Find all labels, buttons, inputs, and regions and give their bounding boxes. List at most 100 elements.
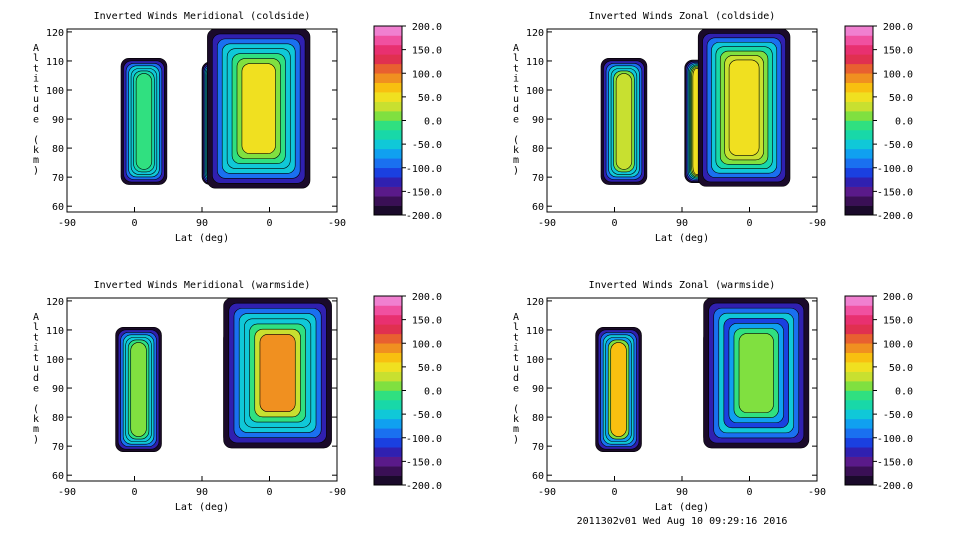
colorbar-swatch — [845, 111, 873, 121]
y-tick-label: 90 — [52, 115, 64, 126]
y-tick-label: 110 — [526, 57, 544, 68]
y-tick-label: 60 — [52, 471, 64, 482]
colorbar-swatch — [845, 92, 873, 102]
colorbar-tick-label: -200.0 — [877, 211, 913, 222]
y-tick-label: 80 — [532, 144, 544, 155]
colorbar-swatch — [845, 129, 873, 140]
x-tick-label: 0 — [131, 218, 137, 229]
colorbar-tick-label: 100.0 — [412, 69, 442, 80]
y-tick-label: 60 — [532, 471, 544, 482]
colorbar-swatch — [374, 390, 402, 401]
chart-panel: Inverted Winds Meridional (coldside) 60 70… — [33, 11, 442, 244]
colorbar-swatch — [374, 437, 402, 448]
colorbar-swatch — [374, 139, 402, 150]
colorbar-swatch — [374, 26, 402, 36]
colorbar-swatch — [374, 148, 402, 159]
x-axis-label: Lat (deg) — [655, 502, 709, 513]
colorbar-tick-label: 150.0 — [883, 316, 913, 327]
colorbar-swatch — [845, 343, 873, 353]
colorbar-swatch — [845, 466, 873, 476]
x-tick-label: 90 — [196, 487, 208, 498]
colorbar-tick-label: 100.0 — [883, 69, 913, 80]
colorbar-tick-label: 0.0 — [424, 117, 442, 128]
colorbar-swatch — [374, 120, 402, 131]
contour-region — [130, 342, 147, 437]
y-tick-label: 60 — [52, 202, 64, 213]
y-tick-label: 100 — [526, 86, 544, 97]
colorbar-swatch — [845, 63, 873, 74]
y-tick-label: 100 — [46, 86, 64, 97]
colorbar-swatch — [374, 399, 402, 410]
colorbar-tick-label: 150.0 — [883, 46, 913, 57]
x-tick-label: -90 — [538, 487, 556, 498]
x-tick-label: -90 — [58, 218, 76, 229]
contour-region — [135, 73, 153, 170]
colorbar-swatch — [374, 196, 402, 206]
colorbar-swatch — [845, 475, 873, 486]
colorbar-tick-label: -200.0 — [406, 211, 442, 222]
x-tick-label: 0 — [611, 487, 617, 498]
colorbar-swatch — [374, 101, 402, 112]
colorbar-swatch — [374, 314, 402, 325]
contour-region — [738, 333, 774, 413]
x-tick-label: -90 — [538, 218, 556, 229]
colorbar-swatch — [845, 148, 873, 159]
colorbar-swatch — [845, 352, 873, 363]
x-tick-label: 0 — [266, 218, 272, 229]
colorbar-swatch — [845, 44, 873, 55]
colorbar-swatch — [374, 92, 402, 102]
colorbar-swatch — [845, 186, 873, 197]
colorbar-swatch — [374, 475, 402, 486]
colorbar-tick-label: 200.0 — [883, 22, 913, 33]
colorbar-tick-label: 0.0 — [424, 387, 442, 398]
colorbar-swatch — [374, 352, 402, 363]
contour-region — [241, 63, 276, 154]
x-tick-label: 90 — [676, 218, 688, 229]
colorbar-tick-label: -100.0 — [406, 434, 442, 445]
contour-field — [600, 29, 791, 187]
colorbar-swatch — [374, 111, 402, 121]
colorbar-swatch — [845, 120, 873, 131]
colorbar-swatch — [845, 35, 873, 46]
colorbar-tick-label: -100.0 — [877, 434, 913, 445]
y-tick-label: 110 — [526, 326, 544, 337]
colorbar-tick-label: -200.0 — [406, 481, 442, 492]
x-tick-label: -90 — [58, 487, 76, 498]
y-tick-label: 80 — [52, 413, 64, 424]
colorbar-swatch — [374, 54, 402, 65]
y-tick-label: 70 — [52, 442, 64, 453]
contour-region — [728, 59, 760, 156]
colorbar-tick-label: -200.0 — [877, 481, 913, 492]
colorbar-tick-label: -150.0 — [406, 187, 442, 198]
colorbar-swatch — [845, 324, 873, 335]
colorbar-swatch — [845, 418, 873, 429]
y-tick-label: 120 — [526, 28, 544, 39]
colorbar-swatch — [845, 139, 873, 150]
x-tick-label: 0 — [611, 218, 617, 229]
colorbar-tick-label: 100.0 — [883, 339, 913, 350]
x-tick-label: 0 — [746, 487, 752, 498]
y-tick-label: 80 — [52, 144, 64, 155]
colorbar-swatch — [374, 63, 402, 74]
y-tick-label: 110 — [46, 326, 64, 337]
colorbar-swatch — [374, 73, 402, 83]
colorbar-tick-label: 50.0 — [418, 363, 442, 374]
colorbar-swatch — [845, 314, 873, 325]
colorbar-swatch — [374, 466, 402, 476]
colorbar-swatch — [845, 362, 873, 372]
colorbar-swatch — [374, 205, 402, 216]
colorbar-tick-label: -100.0 — [406, 164, 442, 175]
colorbar-tick-label: -100.0 — [877, 164, 913, 175]
colorbar-swatch — [374, 447, 402, 457]
y-tick-label: 70 — [52, 173, 64, 184]
x-tick-label: 0 — [131, 487, 137, 498]
colorbar-swatch — [845, 73, 873, 83]
colorbar-tick-label: -50.0 — [412, 140, 442, 151]
colorbar-tick-label: -150.0 — [877, 187, 913, 198]
chart-panel: Inverted Winds Zonal (warmside) 60 70 80 90 1… — [513, 280, 913, 513]
colorbar-swatch — [845, 26, 873, 36]
colorbar-tick-label: 200.0 — [883, 292, 913, 303]
colorbar-tick-label: -50.0 — [883, 140, 913, 151]
colorbar-swatch — [374, 296, 402, 306]
